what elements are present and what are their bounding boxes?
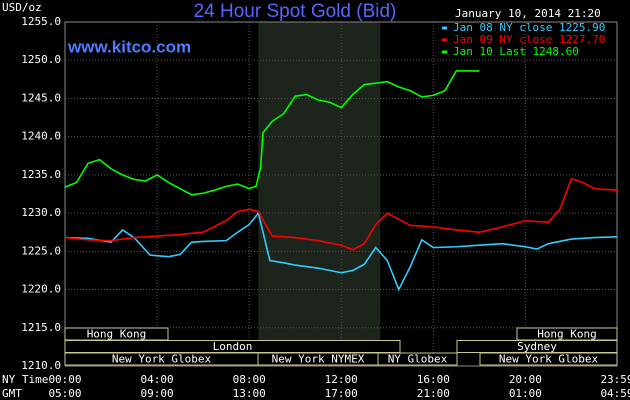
x-tick-label-gmt: 21:00 — [417, 387, 450, 400]
plot-frame — [64, 21, 618, 367]
y-tick-label: 1225.0 — [21, 244, 61, 257]
y-tick-label: 1235.0 — [21, 168, 61, 181]
session-label: NY Globex — [388, 353, 448, 366]
session-label: Hong Kong — [87, 328, 147, 341]
x-row-label: GMT — [2, 387, 22, 400]
y-tick-label: 1255.0 — [21, 15, 61, 28]
series-line — [64, 211, 618, 292]
session-label: New York Globex — [112, 353, 212, 366]
series-line — [64, 70, 480, 196]
x-tick-label-gmt: 13:00 — [233, 387, 266, 400]
x-tick-label-gmt: 01:00 — [509, 387, 542, 400]
x-tick-label: 00:00 — [48, 373, 81, 386]
x-tick-label-gmt: 04:59 — [600, 387, 630, 400]
chart-title: 24 Hour Spot Gold (Bid) — [194, 1, 397, 22]
y-tick-label: 1245.0 — [21, 91, 61, 104]
y-tick-label: 1230.0 — [21, 206, 61, 219]
legend-swatch — [442, 38, 447, 42]
x-tick-label-gmt: 09:00 — [141, 387, 174, 400]
x-tick-label: 16:00 — [417, 373, 450, 386]
legend-label: Jan 09 NY close 1227.70 — [453, 33, 605, 46]
legend-label: Jan 08 NY close 1225.90 — [453, 21, 605, 34]
x-tick-label: 12:00 — [325, 373, 358, 386]
highlight-region — [258, 22, 381, 366]
y-tick-label: 1220.0 — [21, 283, 61, 296]
x-tick-label: 23:59 — [600, 373, 630, 386]
session-label: London — [213, 340, 253, 353]
session-bar — [377, 352, 458, 366]
x-tick-label-gmt: 17:00 — [325, 387, 358, 400]
x-tick-label: 08:00 — [233, 373, 266, 386]
y-tick-label: 1215.0 — [21, 321, 61, 334]
x-tick-label: 20:00 — [509, 373, 542, 386]
y-tick-label: 1210.0 — [21, 359, 61, 372]
x-tick-label-gmt: 05:00 — [48, 387, 81, 400]
y-tick-label: 1240.0 — [21, 130, 61, 143]
session-bar — [479, 352, 618, 366]
session-label: New York NYMEX — [272, 353, 365, 366]
y-tick-label: 1250.0 — [21, 53, 61, 66]
session-label: Sydney — [517, 340, 557, 353]
legend-swatch — [442, 26, 447, 30]
session-label: Hong Kong — [537, 328, 597, 341]
timestamp: January 10, 2014 21:20 — [455, 7, 601, 20]
legend-label: Jan 10 Last 1248.60 — [453, 45, 579, 58]
x-tick-label: 04:00 — [141, 373, 174, 386]
series-line — [64, 177, 618, 251]
session-label: New York Globex — [499, 353, 599, 366]
y-axis-label: USD/oz — [2, 1, 42, 14]
legend-swatch — [442, 50, 447, 54]
watermark: www.kitco.com — [67, 37, 191, 56]
x-row-label: NY Time — [2, 373, 48, 386]
